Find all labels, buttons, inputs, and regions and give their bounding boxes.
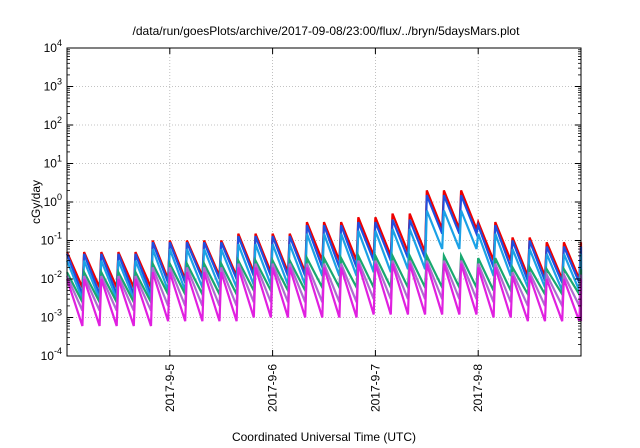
- series-line-3: [66, 251, 583, 307]
- y-tick-exponent: 4: [57, 38, 62, 48]
- y-tick-label: 101: [44, 154, 62, 171]
- series-line-2: [65, 210, 583, 300]
- y-tick-label: 104: [44, 38, 62, 55]
- ticks: [67, 47, 581, 357]
- y-tick-label: 100: [44, 192, 62, 209]
- y-tick-exponent: -2: [54, 269, 62, 279]
- y-tick-label: 10-2: [41, 269, 62, 286]
- y-axis-label: cGy/day: [29, 180, 43, 224]
- x-tick-labels: 2017-9-5 2017-9-6 2017-9-7 2017-9-8: [163, 364, 485, 412]
- y-tick-label: 10-1: [41, 231, 62, 248]
- x-axis-label: Coordinated Universal Time (UTC): [232, 430, 416, 444]
- y-tick-label: 102: [44, 115, 62, 132]
- y-tick-exponent: -1: [54, 231, 62, 241]
- y-tick-exponent: 3: [57, 77, 62, 87]
- y-tick-base: 10: [44, 41, 58, 55]
- y-tick-base: 10: [41, 234, 55, 248]
- y-tick-exponent: -4: [54, 346, 62, 356]
- series-group: [65, 189, 583, 327]
- series-line-1: [65, 194, 583, 295]
- y-tick-base: 10: [41, 349, 55, 363]
- x-tick-label: 2017-9-6: [266, 364, 280, 412]
- y-tick-base: 10: [44, 195, 58, 209]
- x-tick-label: 2017-9-8: [471, 364, 485, 412]
- y-tick-base: 10: [41, 272, 55, 286]
- series-line-5: [65, 263, 583, 327]
- x-tick-label: 2017-9-7: [368, 364, 382, 412]
- x-tick-label: 2017-9-5: [163, 364, 177, 412]
- y-tick-label: 103: [44, 77, 62, 94]
- grid: [67, 48, 581, 356]
- y-tick-base: 10: [41, 311, 55, 325]
- y-tick-label: 10-4: [41, 346, 62, 363]
- y-tick-exponent: 2: [57, 115, 62, 125]
- y-tick-exponent: 0: [57, 192, 62, 202]
- y-tick-base: 10: [44, 118, 58, 132]
- series-line-4: [65, 260, 583, 312]
- y-tick-base: 10: [44, 157, 58, 171]
- chart-title: /data/run/goesPlots/archive/2017-09-08/2…: [133, 24, 521, 38]
- y-tick-base: 10: [44, 80, 58, 94]
- y-tick-label: 10-3: [41, 308, 62, 325]
- y-tick-exponent: 1: [57, 154, 62, 164]
- y-tick-exponent: -3: [54, 308, 62, 318]
